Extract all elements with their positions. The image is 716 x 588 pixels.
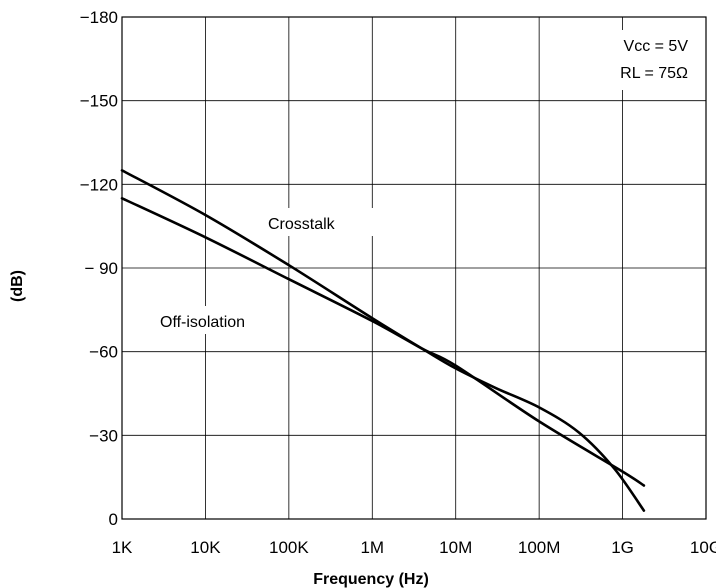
grid xyxy=(122,17,706,519)
crosstalk-curve xyxy=(120,169,646,512)
conditions-bg xyxy=(548,30,698,90)
x-tick-label: 100M xyxy=(518,538,561,557)
x-tick-label: 100K xyxy=(269,538,309,557)
x-tick-label: 10K xyxy=(190,538,221,557)
y-axis-title: (dB) xyxy=(9,270,26,302)
y-tick-label: 0 xyxy=(109,510,118,529)
x-tick-label: 1M xyxy=(360,538,384,557)
y-tick-labels: 0 −30 −60 − 90 −120 −150 −180 xyxy=(80,8,118,529)
off-isolation-label: Off-isolation xyxy=(160,314,245,331)
series xyxy=(120,169,646,512)
y-tick-label: − 90 xyxy=(84,259,118,278)
y-tick-label: −180 xyxy=(80,8,118,27)
x-tick-label: 1K xyxy=(112,538,133,557)
condition-rl: RL = 75Ω xyxy=(620,65,688,82)
crosstalk-label-bg xyxy=(262,208,374,236)
y-tick-label: −120 xyxy=(80,175,118,194)
x-tick-label: 10M xyxy=(439,538,472,557)
plot-frame xyxy=(121,16,707,520)
x-tick-label: 1G xyxy=(611,538,634,557)
y-tick-label: −60 xyxy=(89,343,118,362)
y-tick-label: −30 xyxy=(89,426,118,445)
x-tick-label: 10G xyxy=(690,538,716,557)
x-axis-title: Frequency (Hz) xyxy=(313,571,429,588)
x-tick-labels: 1K 10K 100K 1M 10M 100M 1G 10G xyxy=(112,538,716,557)
off-isolation-curve xyxy=(120,197,646,487)
off-isolation-label-bg xyxy=(154,306,288,334)
crosstalk-label: Crosstalk xyxy=(268,216,336,233)
condition-vcc: Vcc = 5V xyxy=(624,38,689,55)
y-tick-label: −150 xyxy=(80,92,118,111)
